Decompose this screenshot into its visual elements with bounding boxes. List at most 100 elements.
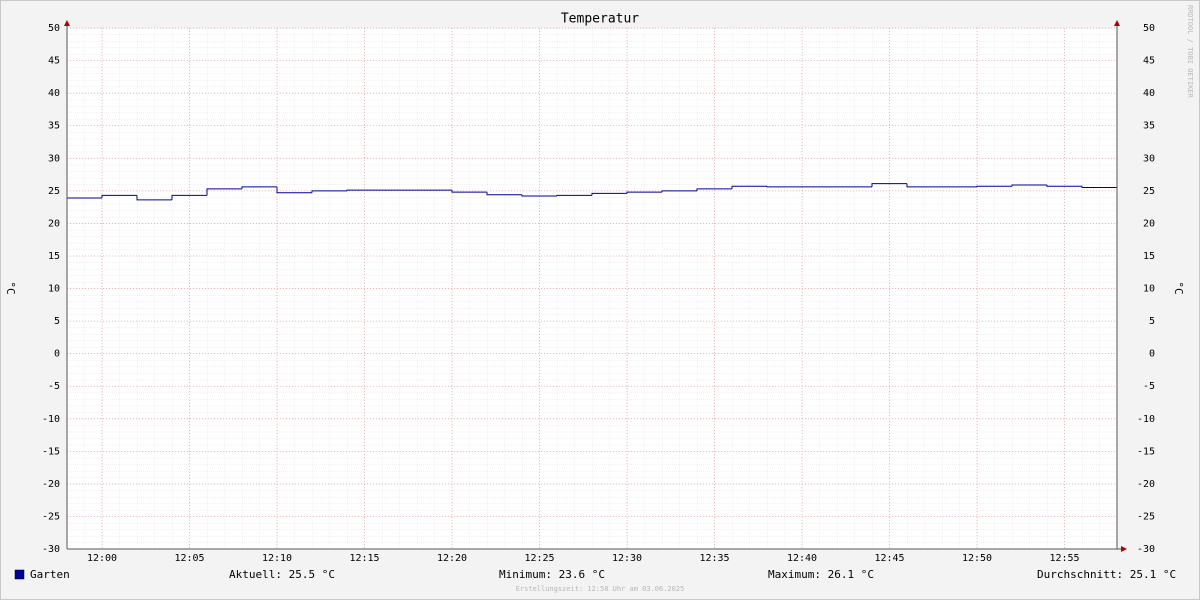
- step-segment: [661, 190, 697, 193]
- step-segment: [696, 188, 732, 191]
- step-segment: [451, 190, 487, 193]
- step-segment: [976, 185, 1012, 187]
- y-tick-label-right: 35: [1143, 121, 1155, 132]
- stat: Aktuell: 25.5 °C: [229, 568, 335, 581]
- x-tick-label: 12:50: [962, 553, 992, 564]
- step-segment: [1046, 184, 1082, 187]
- stat: Minimum: 23.6 °C: [499, 568, 605, 581]
- y-tick-label: 45: [48, 56, 60, 67]
- y-tick-label: -20: [42, 479, 60, 490]
- step-segment: [311, 190, 347, 193]
- step-segment: [101, 194, 137, 198]
- y-tick-label-right: -10: [1137, 414, 1155, 425]
- step-segment: [486, 192, 522, 196]
- stat-value: 26.1: [828, 568, 855, 581]
- y-tick-label-right: 5: [1149, 316, 1155, 327]
- x-tick-label: 12:25: [524, 553, 554, 564]
- step-segment: [766, 186, 802, 188]
- stat-unit: °C: [861, 568, 874, 581]
- step-segment: [521, 194, 557, 197]
- y-tick-label: 25: [48, 186, 60, 197]
- x-tick-label: 12:55: [1049, 553, 1079, 564]
- y-tick-label-right: 15: [1143, 251, 1155, 262]
- axis-arrow: [1114, 20, 1120, 26]
- step-segment: [906, 183, 942, 188]
- y-tick-label: -10: [42, 414, 60, 425]
- y-tick-label-right: 25: [1143, 186, 1155, 197]
- y-tick-label: -15: [42, 446, 60, 457]
- y-tick-label-right: -30: [1137, 544, 1155, 555]
- legend: Garten Aktuell: 25.5 °C Minimum: 23.6 °C Ma…: [14, 568, 1176, 581]
- x-tick-label: 12:10: [262, 553, 292, 564]
- step-segment: [1081, 186, 1117, 189]
- stat-unit: °C: [592, 568, 605, 581]
- stat-value: 25.1: [1130, 568, 1157, 581]
- stat-label: Minimum:: [499, 568, 552, 581]
- y-tick-label: 40: [48, 88, 60, 99]
- y-tick-label-right: 0: [1149, 349, 1155, 360]
- step-segment: [626, 191, 662, 194]
- y-tick-label: 10: [48, 284, 60, 295]
- stat-label: Durchschnitt:: [1037, 568, 1123, 581]
- y-tick-label-right: -25: [1137, 511, 1155, 522]
- y-tick-label: 5: [54, 316, 60, 327]
- legend-swatch: [14, 569, 25, 580]
- step-segment: [206, 188, 242, 196]
- x-tick-label: 12:40: [787, 553, 817, 564]
- axis-arrow: [1121, 546, 1127, 552]
- y-tick-label-right: 10: [1143, 284, 1155, 295]
- stat-label: Aktuell:: [229, 568, 282, 581]
- x-tick-label: 12:20: [437, 553, 467, 564]
- chart-title: Temperatur: [561, 12, 639, 27]
- step-segment: [1011, 184, 1047, 187]
- y-tick-label: 0: [54, 349, 60, 360]
- y-tick-label: 20: [48, 218, 60, 229]
- y-tick-label: 15: [48, 251, 60, 262]
- stat-unit: °C: [322, 568, 335, 581]
- y-tick-label-right: 40: [1143, 88, 1155, 99]
- stat-value: 25.5: [289, 568, 316, 581]
- footer: Erstellungszeit: 12:58 Uhr am 03.06.2025: [516, 585, 685, 593]
- stat: Durchschnitt: 25.1 °C: [1037, 568, 1176, 581]
- y-axis-label-right: °C: [1172, 281, 1185, 294]
- y-tick-label: 30: [48, 153, 60, 164]
- stat-label: Maximum:: [768, 568, 821, 581]
- y-axis-label: °C: [4, 281, 17, 294]
- y-tick-label-right: -15: [1137, 446, 1155, 457]
- step-segment: [591, 192, 627, 196]
- step-segment: [241, 186, 277, 189]
- y-tick-label: 35: [48, 121, 60, 132]
- step-segment: [871, 183, 907, 187]
- y-tick-label-right: -5: [1143, 381, 1155, 392]
- grid: [67, 27, 1117, 550]
- y-tick-label-right: 20: [1143, 218, 1155, 229]
- stat-value: 23.6: [559, 568, 586, 581]
- x-tick-label: 12:00: [87, 553, 117, 564]
- y-tick-label: -5: [48, 381, 60, 392]
- stat-unit: °C: [1163, 568, 1176, 581]
- step-segment: [346, 189, 382, 191]
- plot: [67, 183, 1117, 201]
- x-tick-label: 12:35: [699, 553, 729, 564]
- step-segment: [731, 185, 767, 189]
- y-tick-label: -30: [42, 544, 60, 555]
- y-tick-label-right: 45: [1143, 56, 1155, 67]
- step-segment: [171, 194, 207, 200]
- axis-arrow: [64, 20, 70, 26]
- x-tick-label: 12:15: [349, 553, 379, 564]
- step-segment: [276, 186, 312, 194]
- x-tick-label: 12:30: [612, 553, 642, 564]
- y-tick-label-right: 30: [1143, 153, 1155, 164]
- y-tick-label-right: 50: [1143, 23, 1155, 34]
- x-tick-label: 12:45: [874, 553, 904, 564]
- x-tick-label: 12:05: [174, 553, 204, 564]
- step-segment: [556, 194, 592, 197]
- y-tick-label: 50: [48, 23, 60, 34]
- y-tick-label: -25: [42, 511, 60, 522]
- step-segment: [136, 195, 172, 201]
- legend-label: Garten: [30, 568, 70, 581]
- watermark: RRDTOOL / TOBI OETIKER: [1186, 5, 1194, 99]
- y-tick-label-right: -20: [1137, 479, 1155, 490]
- stat: Maximum: 26.1 °C: [768, 568, 874, 581]
